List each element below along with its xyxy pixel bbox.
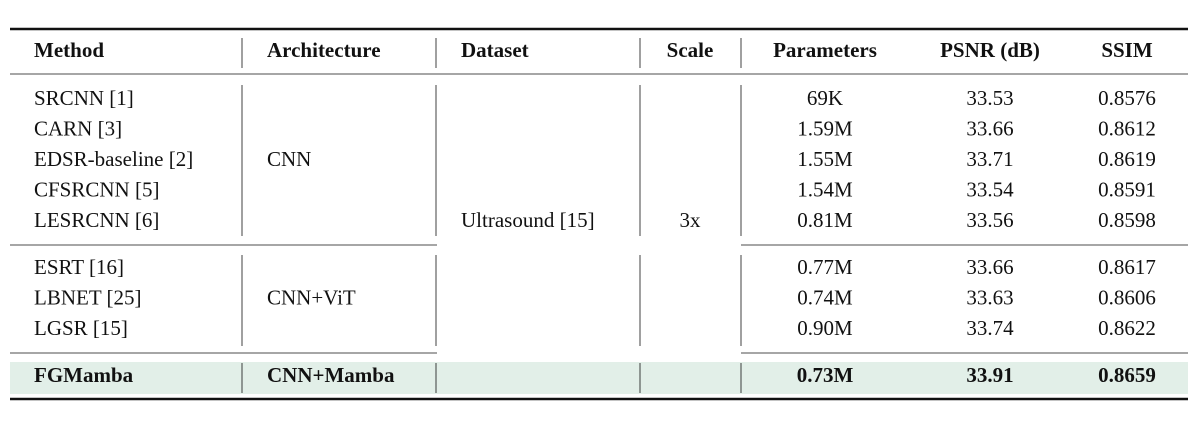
value-cell: 33.66 — [966, 255, 1013, 279]
value-cell: 0.8591 — [1098, 177, 1156, 201]
header-cell: SSIM — [1101, 38, 1153, 62]
header-cell: Architecture — [267, 38, 381, 62]
value-cell: 33.91 — [966, 363, 1013, 387]
method-cell: LGSR [15] — [34, 316, 128, 340]
method-cell: CARN [3] — [34, 116, 122, 140]
header-cell: Method — [34, 38, 104, 62]
value-cell: 33.54 — [966, 177, 1014, 201]
value-cell: 1.54M — [797, 177, 853, 201]
value-cell: 0.8617 — [1098, 255, 1156, 279]
architecture-cell: CNN+Mamba — [267, 363, 395, 387]
header-cell: Parameters — [773, 38, 877, 62]
method-cell: LESRCNN [6] — [34, 208, 159, 232]
value-cell: 33.56 — [966, 208, 1013, 232]
method-cell: FGMamba — [34, 363, 134, 387]
value-cell: 0.74M — [797, 285, 853, 309]
value-cell: 0.8576 — [1098, 86, 1156, 110]
value-cell: 0.77M — [797, 255, 853, 279]
value-cell: 33.63 — [966, 285, 1013, 309]
value-cell: 0.8622 — [1098, 316, 1156, 340]
header-cell: Scale — [667, 38, 714, 62]
method-cell: EDSR-baseline [2] — [34, 147, 193, 171]
value-cell: 33.71 — [966, 147, 1013, 171]
value-cell: 0.90M — [797, 316, 853, 340]
value-cell: 0.73M — [797, 363, 854, 387]
value-cell: 1.59M — [797, 116, 853, 140]
value-cell: 0.8606 — [1098, 285, 1156, 309]
header-cell: PSNR (dB) — [940, 38, 1040, 62]
value-cell: 0.8612 — [1098, 116, 1156, 140]
value-cell: 1.55M — [797, 147, 853, 171]
highlight-row — [10, 362, 1188, 394]
value-cell: 33.74 — [966, 316, 1014, 340]
value-cell: 0.8598 — [1098, 208, 1156, 232]
header-cell: Dataset — [461, 38, 529, 62]
value-cell: 0.8619 — [1098, 147, 1156, 171]
method-cell: ESRT [16] — [34, 255, 124, 279]
dataset-cell: Ultrasound [15] — [461, 208, 595, 232]
value-cell: 69K — [807, 86, 843, 110]
value-cell: 33.53 — [966, 86, 1013, 110]
method-cell: LBNET [25] — [34, 285, 142, 309]
value-cell: 0.81M — [797, 208, 853, 232]
method-cell: CFSRCNN [5] — [34, 177, 159, 201]
scale-cell: 3x — [680, 208, 702, 232]
value-cell: 33.66 — [966, 116, 1013, 140]
value-cell: 0.8659 — [1098, 363, 1156, 387]
architecture-cell: CNN — [267, 147, 311, 171]
architecture-cell: CNN+ViT — [267, 285, 356, 309]
method-cell: SRCNN [1] — [34, 86, 134, 110]
